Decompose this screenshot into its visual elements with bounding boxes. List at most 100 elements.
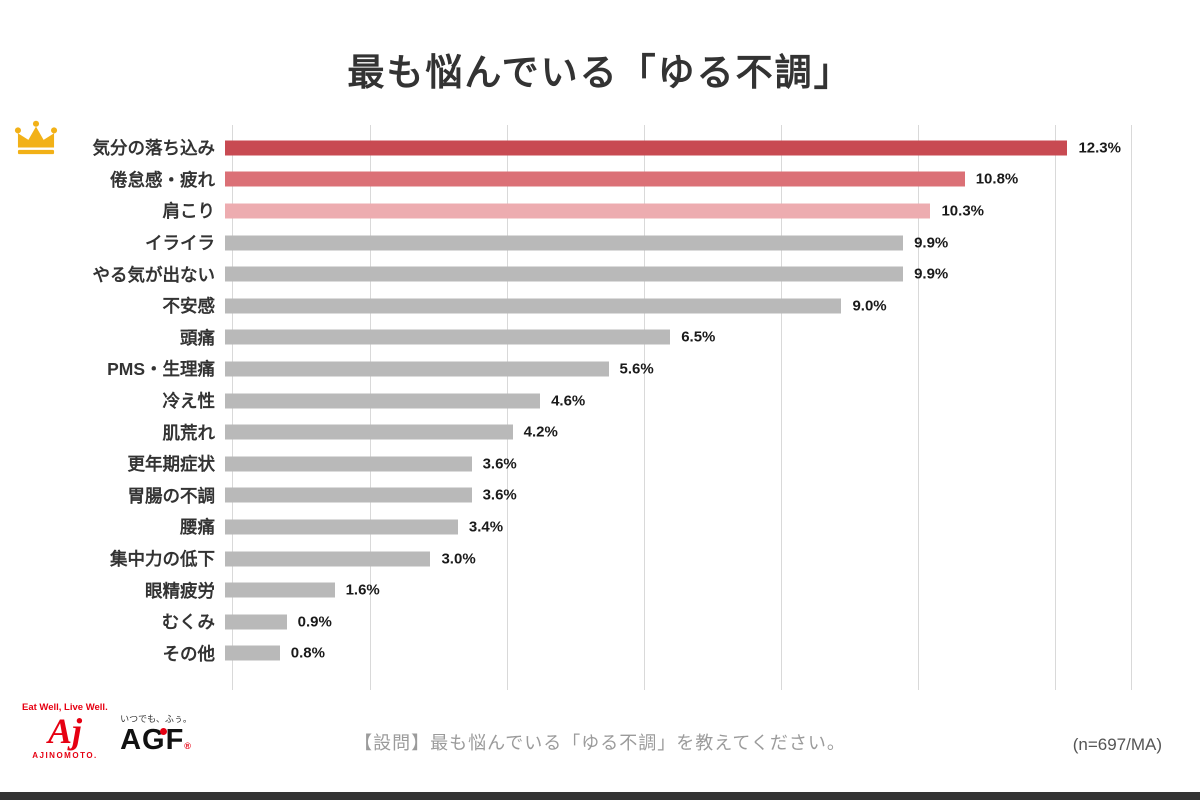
bar bbox=[225, 171, 965, 187]
bar-track: 9.9% bbox=[224, 258, 1124, 290]
value-label: 4.6% bbox=[551, 392, 586, 410]
category-label: 不安感 bbox=[162, 296, 216, 317]
agf-accent-icon bbox=[160, 728, 167, 735]
category-label: その他 bbox=[162, 643, 216, 664]
chart-row: 肩こり 10.3% bbox=[0, 195, 1140, 227]
bar bbox=[225, 235, 904, 251]
chart-row: 更年期症状 3.6% bbox=[0, 448, 1140, 480]
chart-row: その他 0.8% bbox=[0, 638, 1140, 670]
gridline bbox=[780, 125, 782, 690]
bar bbox=[225, 140, 1068, 156]
agf-logo: いつでも、ふぅ。 AGF® bbox=[116, 712, 196, 757]
category-label: 腰痛 bbox=[180, 517, 215, 538]
category-label: 気分の落ち込み bbox=[92, 138, 216, 159]
bar-track: 9.0% bbox=[224, 290, 1124, 322]
sample-size-label: (n=697/MA) bbox=[1072, 735, 1162, 754]
bar-chart: 気分の落ち込み 12.3% 倦怠感・疲れ 10.8% 肩こり 10.3% イライラ 9.9% や… bbox=[0, 125, 1140, 690]
bar-track: 6.5% bbox=[224, 322, 1124, 354]
bar-track: 3.0% bbox=[224, 543, 1124, 575]
category-label: むくみ bbox=[161, 612, 215, 633]
bar bbox=[225, 456, 472, 472]
chart-row: むくみ 0.9% bbox=[0, 606, 1140, 638]
value-label: 10.3% bbox=[941, 202, 985, 220]
value-label: 1.6% bbox=[345, 581, 380, 599]
value-label: 9.9% bbox=[914, 265, 949, 283]
gridline bbox=[1054, 125, 1056, 690]
chart-row: 頭痛 6.5% bbox=[0, 322, 1140, 354]
bar-track: 0.9% bbox=[224, 606, 1124, 638]
chart-row: 胃腸の不調 3.6% bbox=[0, 480, 1140, 512]
chart-row: やる気が出ない 9.9% bbox=[0, 258, 1140, 290]
value-label: 12.3% bbox=[1078, 139, 1121, 157]
bar-track: 3.6% bbox=[224, 480, 1124, 512]
bar bbox=[225, 203, 931, 219]
category-label: 胃腸の不調 bbox=[127, 485, 216, 506]
bar-track: 12.3% bbox=[224, 132, 1124, 164]
value-label: 3.6% bbox=[482, 486, 517, 504]
agf-tagline: いつでも、ふぅ。 bbox=[120, 714, 192, 724]
bottom-divider bbox=[0, 792, 1200, 800]
category-label: 倦怠感・疲れ bbox=[110, 169, 215, 190]
ajinomoto-tagline: Eat Well, Live Well. bbox=[22, 702, 108, 713]
category-label: 肌荒れ bbox=[162, 422, 216, 443]
chart-row: イライラ 9.9% bbox=[0, 227, 1140, 259]
value-label: 9.9% bbox=[914, 234, 949, 252]
value-label: 0.8% bbox=[290, 644, 325, 662]
bar-track: 3.6% bbox=[224, 448, 1124, 480]
category-label: やる気が出ない bbox=[92, 264, 216, 285]
ajinomoto-mark-icon: Aj bbox=[47, 711, 82, 751]
bar-track: 9.9% bbox=[224, 227, 1124, 259]
bar bbox=[225, 582, 335, 598]
bar-track: 4.2% bbox=[224, 416, 1124, 448]
value-label: 3.6% bbox=[482, 455, 517, 473]
chart-row: 腰痛 3.4% bbox=[0, 511, 1140, 543]
category-label: イライラ bbox=[145, 233, 215, 254]
bar bbox=[225, 424, 513, 440]
category-label: 眼精疲労 bbox=[145, 580, 215, 601]
bar bbox=[225, 361, 609, 377]
value-label: 3.4% bbox=[468, 518, 504, 536]
chart-row: 肌荒れ 4.2% bbox=[0, 416, 1140, 448]
category-label: 集中力の低下 bbox=[110, 549, 215, 570]
bar bbox=[225, 393, 541, 409]
chart-row: 不安感 9.0% bbox=[0, 290, 1140, 322]
chart-row: 倦怠感・疲れ 10.8% bbox=[0, 164, 1140, 196]
category-label: 更年期症状 bbox=[127, 454, 216, 475]
crown-icon bbox=[14, 120, 58, 155]
value-label: 5.6% bbox=[619, 360, 654, 378]
bar bbox=[225, 266, 904, 282]
bar-track: 3.4% bbox=[224, 511, 1124, 543]
bar-track: 10.8% bbox=[224, 164, 1124, 196]
bar bbox=[225, 519, 458, 535]
category-label: PMS・生理痛 bbox=[107, 359, 215, 380]
chart-rows: 気分の落ち込み 12.3% 倦怠感・疲れ 10.8% 肩こり 10.3% イライラ 9.9% や… bbox=[0, 132, 1140, 669]
value-label: 9.0% bbox=[852, 297, 887, 315]
chart-row: 集中力の低下 3.0% bbox=[0, 543, 1140, 575]
category-label: 頭痛 bbox=[180, 327, 215, 348]
bar bbox=[225, 329, 671, 345]
value-label: 0.9% bbox=[297, 613, 332, 631]
gridline bbox=[643, 125, 645, 690]
value-label: 4.2% bbox=[523, 423, 558, 441]
chart-row: 冷え性 4.6% bbox=[0, 385, 1140, 417]
bar-track: 1.6% bbox=[224, 574, 1124, 606]
bar bbox=[225, 487, 472, 503]
survey-question: 【設問】最も悩んでいる「ゆる不調」を教えてください。 bbox=[354, 733, 846, 753]
bar-track: 4.6% bbox=[224, 385, 1124, 417]
ajinomoto-wordmark: AJINOMOTO. bbox=[32, 750, 98, 760]
chart-row: PMS・生理痛 5.6% bbox=[0, 353, 1140, 385]
bar bbox=[225, 551, 431, 567]
bar bbox=[225, 645, 280, 661]
value-label: 10.8% bbox=[975, 170, 1019, 188]
page-title: 最も悩んでいる「ゆる不調」 bbox=[347, 52, 853, 93]
gridline bbox=[917, 125, 919, 690]
chart-row: 眼精疲労 1.6% bbox=[0, 574, 1140, 606]
bar-track: 10.3% bbox=[224, 195, 1124, 227]
value-label: 6.5% bbox=[681, 328, 716, 346]
agf-wordmark: AGF® bbox=[120, 724, 192, 756]
category-label: 肩こり bbox=[162, 201, 216, 222]
bar-track: 0.8% bbox=[224, 638, 1124, 670]
category-label: 冷え性 bbox=[162, 391, 216, 412]
value-label: 3.0% bbox=[441, 550, 476, 568]
